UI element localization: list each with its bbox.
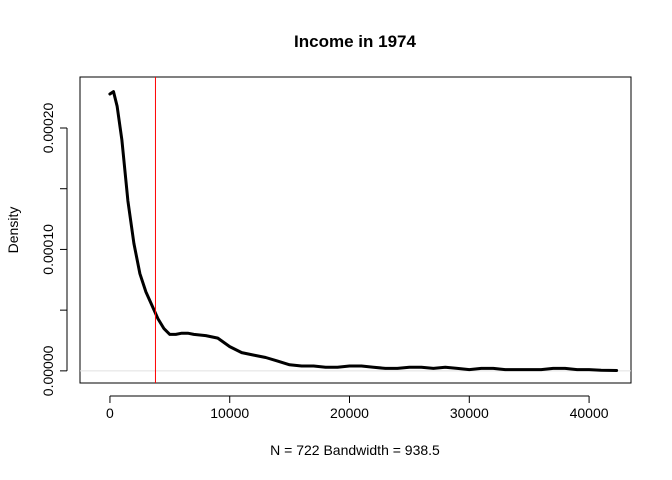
plot-area	[80, 77, 631, 383]
y-tick-label: 0.00010	[40, 224, 56, 275]
x-tick-label: 10000	[210, 405, 249, 421]
x-tick-label: 0	[106, 405, 114, 421]
x-axis-label: N = 722 Bandwidth = 938.5	[270, 442, 440, 458]
y-axis: 0.00000 0.00010 0.00020	[40, 102, 68, 396]
x-axis: 0 10000 20000 30000 40000	[106, 395, 609, 421]
chart-title: Income in 1974	[294, 32, 416, 51]
x-tick-label: 40000	[570, 405, 609, 421]
density-curve-0	[108, 90, 619, 372]
x-tick-label: 20000	[330, 405, 369, 421]
y-tick-label: 0.00020	[40, 102, 56, 153]
plot-frame	[79, 76, 632, 384]
y-tick-label: 0.00000	[40, 345, 56, 396]
y-axis-label: Density	[5, 207, 21, 254]
x-tick-label: 30000	[450, 405, 489, 421]
